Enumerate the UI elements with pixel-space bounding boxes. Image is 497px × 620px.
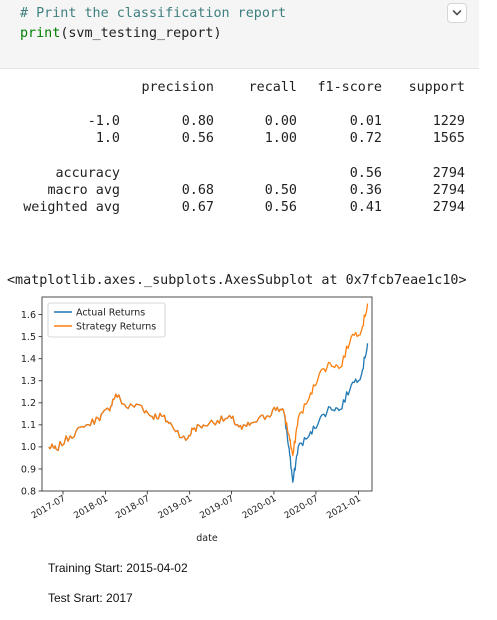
x-tick-label: 2018-01 (72, 494, 110, 521)
row-support: 2794 (432, 166, 465, 181)
row-label: -1.0 (87, 114, 120, 129)
row-recall: 0.00 (264, 114, 297, 129)
collapse-button[interactable] (447, 3, 467, 23)
legend-box (47, 302, 166, 338)
x-tick-label: 2021-01 (325, 494, 363, 521)
row-f1-score: 0.41 (349, 200, 382, 215)
row-support: 1565 (432, 131, 465, 146)
plot-frame (41, 296, 373, 492)
x-axis-label: date (196, 533, 218, 544)
y-tick-label: 1.3 (21, 376, 36, 387)
report-row: weighted avg 0.67 0.56 0.41 2794 (0, 200, 479, 217)
y-tick-label: 1.0 (21, 442, 36, 453)
series-line-strategy-returns (48, 303, 369, 457)
chart-legend: Actual Returns Strategy Returns (47, 302, 166, 338)
row-f1-score: 0.01 (349, 114, 382, 129)
report-header-row: precision recall f1-score support (0, 80, 479, 97)
code-statement: print(svm_testing_report) (20, 26, 222, 42)
row-label: 1.0 (95, 131, 120, 146)
row-recall: 1.00 (264, 131, 297, 146)
row-f1-score: 0.56 (349, 166, 382, 181)
row-f1-score: 0.36 (349, 183, 382, 198)
returns-line-chart: 0.80.91.01.11.21.31.41.51.6 2017-07 2018-… (21, 296, 373, 544)
y-tick-label: 1.2 (21, 398, 36, 409)
header-recall: recall (248, 80, 297, 95)
y-tick-label: 1.6 (21, 310, 36, 321)
series-layer (48, 303, 369, 483)
header-precision: precision (141, 80, 214, 95)
y-tick-label: 0.8 (21, 486, 36, 497)
row-support: 1229 (432, 114, 465, 129)
x-axis: 2017-07 2018-01 2018-07 2019-01 2019-07 2020-… (30, 491, 363, 521)
training-start-text: Training Start: 2015-04-02 (48, 561, 188, 575)
series-line-actual-returns (48, 343, 369, 483)
row-support: 2794 (432, 200, 465, 215)
y-tick-label: 1.4 (21, 354, 36, 365)
plot-border (41, 296, 373, 492)
row-f1-score: 0.72 (349, 131, 382, 146)
y-tick-label: 0.9 (21, 464, 36, 475)
x-tick-label: 2020-07 (283, 494, 321, 521)
code-cell[interactable]: # Print the classification report print(… (0, 0, 479, 69)
chevron-down-icon (452, 10, 462, 16)
code-comment: # Print the classification report (20, 6, 287, 21)
row-label: weighted avg (23, 200, 120, 215)
row-precision: 0.80 (181, 114, 214, 129)
x-tick-label: 2017-07 (30, 494, 68, 521)
row-recall: 0.50 (264, 183, 297, 198)
row-precision: 0.67 (181, 200, 214, 215)
x-tick-label: 2020-01 (241, 494, 279, 521)
report-row: macro avg 0.68 0.50 0.36 2794 (0, 183, 479, 200)
header-support: support (408, 80, 465, 95)
row-recall: 0.56 (264, 200, 297, 215)
code-arguments: (svm_testing_report) (60, 26, 222, 41)
legend-label-actual: Actual Returns (76, 308, 145, 319)
row-label: accuracy (55, 166, 121, 181)
legend-label-strategy: Strategy Returns (76, 322, 156, 333)
row-precision: 0.68 (181, 183, 214, 198)
y-tick-label: 1.1 (21, 420, 36, 431)
row-precision: 0.56 (181, 131, 214, 146)
y-tick-label: 1.5 (21, 332, 36, 343)
x-tick-label: 2019-01 (157, 494, 195, 521)
test-start-text: Test Srart: 2017 (48, 591, 133, 605)
code-function-name: print (20, 26, 61, 41)
x-tick-label: 2018-07 (114, 494, 152, 521)
report-row: accuracy 0.56 2794 (0, 166, 479, 183)
header-f1-score: f1-score (317, 80, 383, 95)
row-support: 2794 (432, 183, 465, 198)
axes-repr-output: <matplotlib.axes._subplots.AxesSubplot a… (7, 273, 467, 288)
row-label: macro avg (47, 183, 120, 198)
y-axis: 0.8 0.9 1.0 1.1 1.2 1.3 1.4 1.5 1.6 (21, 310, 42, 497)
x-tick-label: 2019-07 (198, 494, 236, 521)
report-row: 1.0 0.56 1.00 0.72 1565 (0, 131, 479, 148)
report-row: -1.0 0.80 0.00 0.01 1229 (0, 114, 479, 131)
